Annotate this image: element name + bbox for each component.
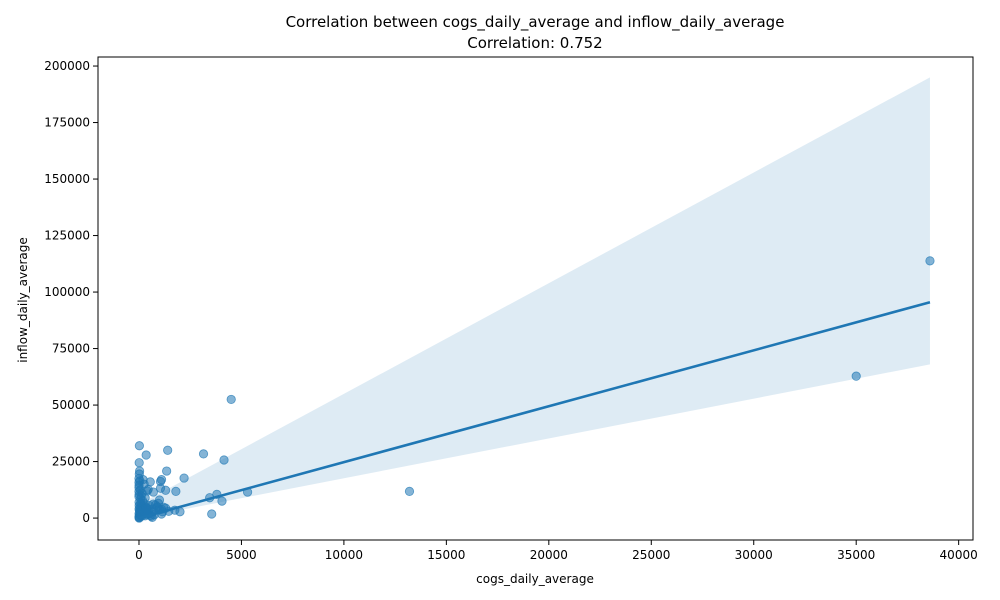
x-tick-label: 0: [135, 548, 143, 562]
x-tick-label: 20000: [530, 548, 568, 562]
y-tick-label: 25000: [52, 455, 90, 469]
data-point: [155, 483, 166, 493]
data-point: [207, 509, 217, 519]
x-tick-label: 15000: [427, 548, 465, 562]
plot-area: [134, 77, 935, 523]
chart-subtitle: Correlation: 0.752: [467, 34, 602, 52]
data-point: [925, 256, 935, 266]
x-tick-label: 35000: [837, 548, 875, 562]
data-point: [141, 450, 151, 460]
x-tick-label: 10000: [325, 548, 363, 562]
chart-title: Correlation between cogs_daily_average a…: [286, 13, 785, 32]
data-point: [226, 394, 236, 405]
plot-frame: [97, 56, 974, 541]
data-point: [217, 496, 227, 506]
confidence-band: [138, 77, 930, 519]
y-tick-label: 125000: [44, 229, 90, 243]
y-tick-label: 75000: [52, 342, 90, 356]
data-point: [163, 445, 173, 455]
x-tick-label: 25000: [632, 548, 670, 562]
data-point: [851, 371, 861, 381]
y-axis-label: inflow_daily_average: [16, 237, 30, 363]
data-point: [162, 466, 172, 476]
data-point: [179, 473, 189, 483]
data-point: [198, 449, 209, 459]
data-point: [171, 486, 181, 497]
y-tick-label: 50000: [52, 398, 90, 412]
data-point: [134, 441, 144, 451]
regression-line: [138, 300, 931, 520]
data-point: [134, 458, 144, 468]
data-point: [134, 473, 144, 484]
x-axis-label: cogs_daily_average: [476, 572, 594, 586]
x-tick-label: 5000: [226, 548, 257, 562]
axes: 0 5000 10000 15000 20000 25000 30000 35000 40000…: [44, 56, 978, 562]
y-tick-label: 150000: [44, 172, 90, 186]
data-point: [404, 486, 415, 497]
x-tick-label: 30000: [735, 548, 773, 562]
data-point: [219, 455, 229, 465]
y-tick-label: 100000: [44, 285, 90, 299]
y-tick-label: 0: [82, 511, 90, 525]
y-tick-label: 200000: [44, 59, 90, 73]
x-tick-label: 40000: [940, 548, 978, 562]
y-tick-label: 175000: [44, 116, 90, 130]
